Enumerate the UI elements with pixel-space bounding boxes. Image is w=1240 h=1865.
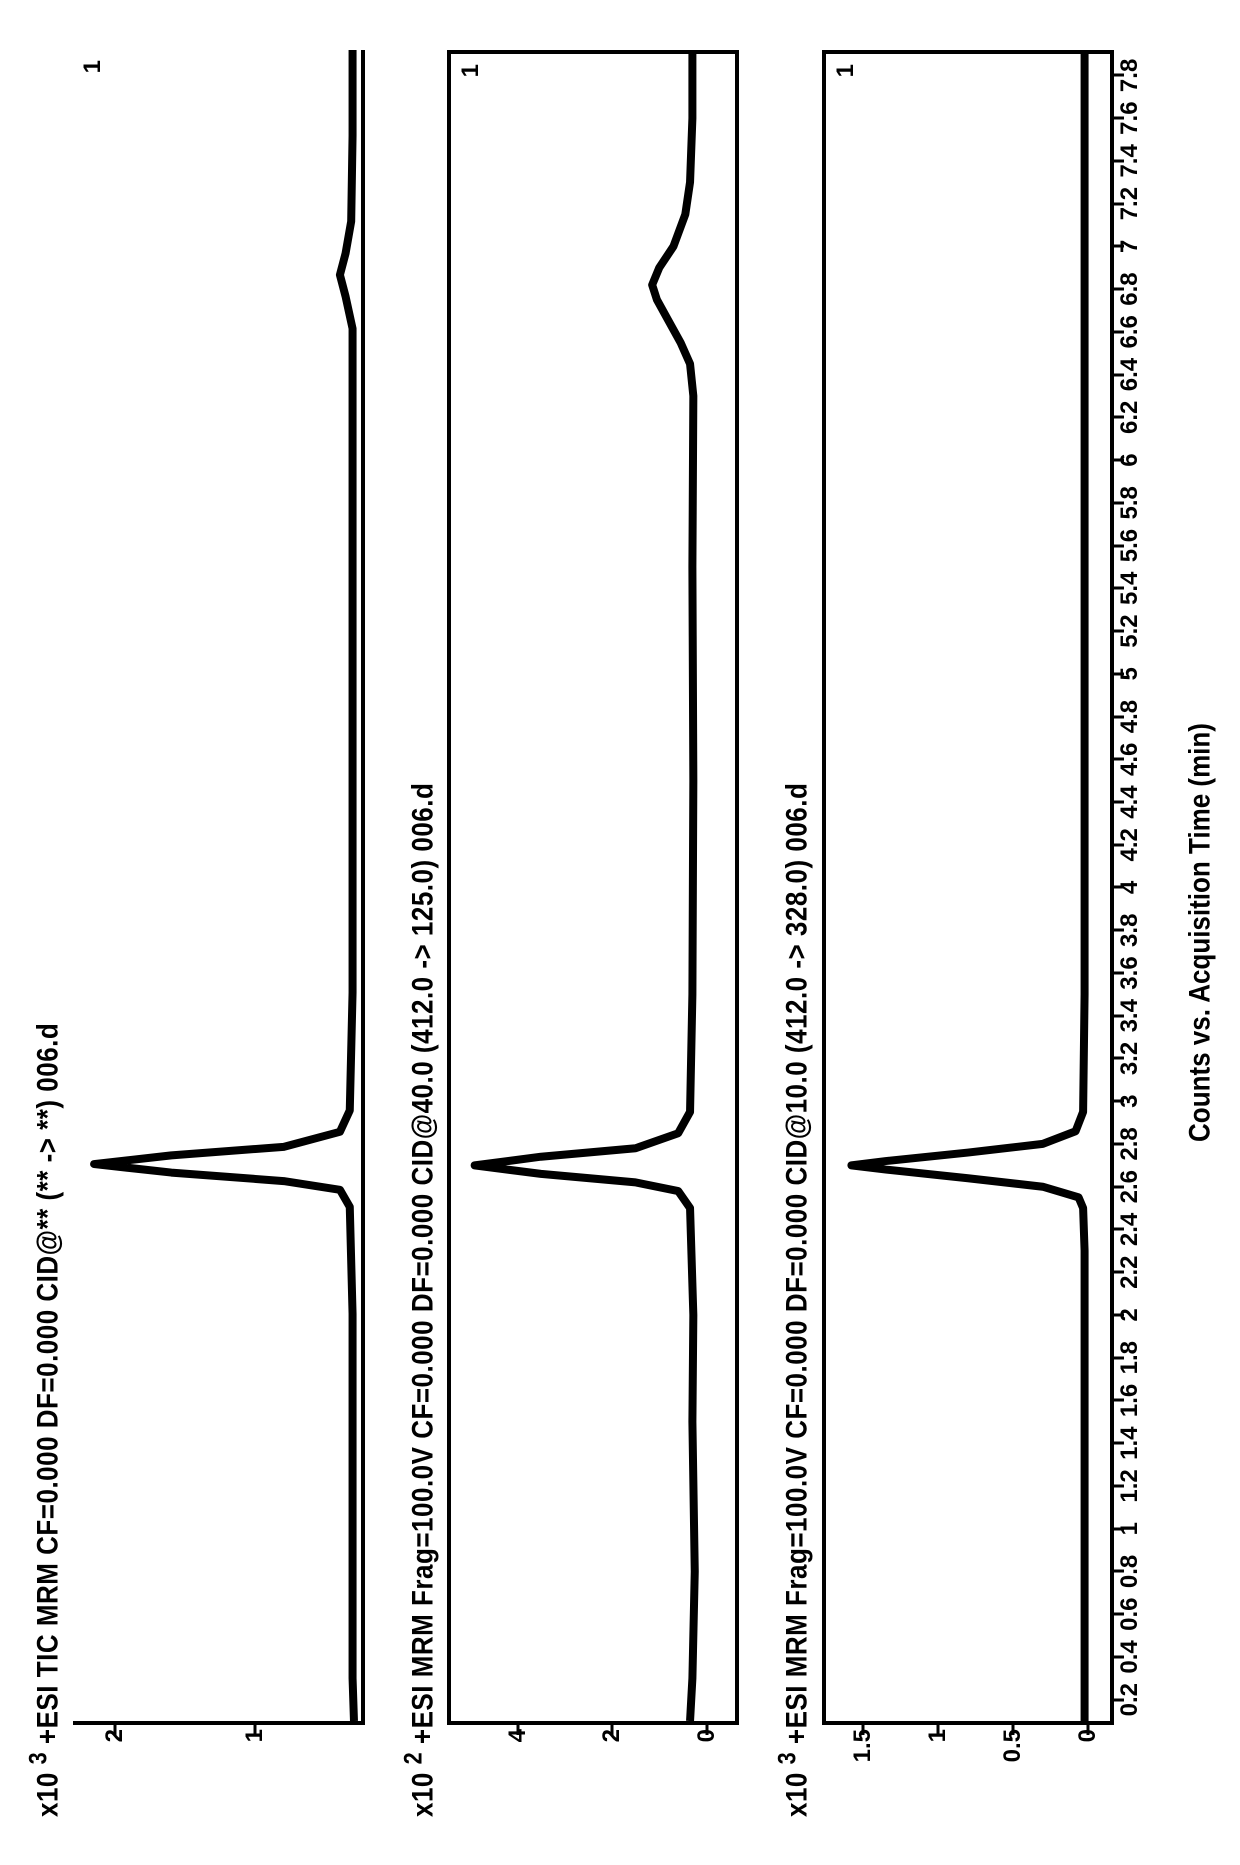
panel-2-plot: 1 024 — [447, 50, 739, 1725]
panel-3-title-prefix: x10 — [779, 1772, 814, 1817]
x-tick-label: 2.2 — [1116, 1256, 1144, 1289]
x-tick-label: 2.4 — [1116, 1213, 1144, 1246]
panel-1-row: x10 3 +ESI TIC MRM CF=0.000 DF=0.000 CID… — [20, 30, 395, 1835]
x-tick-label: 7.8 — [1116, 59, 1144, 92]
y-tick-mark — [1011, 1721, 1014, 1735]
panel-2: 1 024 — [439, 30, 769, 1835]
panel-2-title-prefix: x10 — [404, 1772, 439, 1817]
x-tick-label: 4.6 — [1116, 743, 1144, 776]
x-tick-label: 1.4 — [1116, 1426, 1144, 1459]
panel-2-trace — [451, 54, 735, 1721]
panel-2-row: x10 2 +ESI MRM Frag=100.0V CF=0.000 DF=0… — [395, 30, 770, 1835]
x-tick-label: 5.6 — [1116, 529, 1144, 562]
x-tick-label: 4.2 — [1116, 828, 1144, 861]
y-tick-mark — [1086, 1721, 1089, 1735]
x-tick-label: 6.8 — [1116, 272, 1144, 305]
panel-3: 1 00.511.50.20.40.60.811.21.41.61.822.22… — [814, 30, 1144, 1835]
x-tick-label: 2.6 — [1116, 1170, 1144, 1203]
panel-3-title-exp: 3 — [773, 1752, 802, 1765]
panel-2-title: x10 2 +ESI MRM Frag=100.0V CF=0.000 DF=0… — [398, 30, 440, 1817]
x-tick-label: 6.2 — [1116, 401, 1144, 434]
panel-1-trace — [73, 50, 361, 1721]
x-tick-label: 6 — [1116, 453, 1144, 466]
x-tick-label: 2.8 — [1116, 1127, 1144, 1160]
y-tick-mark — [937, 1721, 940, 1735]
panel-1-title-exp: 3 — [23, 1752, 52, 1765]
x-tick-label: 4.4 — [1116, 785, 1144, 818]
x-tick-label: 3.2 — [1116, 1042, 1144, 1075]
x-tick-label: 0.8 — [1116, 1555, 1144, 1588]
panel-2-title-exp: 2 — [398, 1752, 427, 1765]
y-tick-mark — [611, 1721, 614, 1735]
x-tick-label: 6.6 — [1116, 315, 1144, 348]
panel-3-row: x10 3 +ESI MRM Frag=100.0V CF=0.000 DF=0… — [769, 30, 1144, 1835]
y-tick-mark — [254, 1721, 257, 1735]
panel-1-title: x10 3 +ESI TIC MRM CF=0.000 DF=0.000 CID… — [23, 30, 65, 1817]
x-tick-label: 7.6 — [1116, 101, 1144, 134]
panel-3-title-rest: +ESI MRM Frag=100.0V CF=0.000 DF=0.000 C… — [779, 783, 814, 1744]
x-tick-label: 4 — [1116, 881, 1144, 894]
x-tick-label: 3.6 — [1116, 956, 1144, 989]
x-tick-label: 3.4 — [1116, 999, 1144, 1032]
x-tick-label: 1.2 — [1116, 1469, 1144, 1502]
panel-2-title-rest: +ESI MRM Frag=100.0V CF=0.000 DF=0.000 C… — [404, 783, 439, 1744]
chromatogram-trace — [475, 54, 695, 1721]
x-tick-label: 1 — [1116, 1522, 1144, 1535]
panel-3-trace — [826, 54, 1110, 1721]
x-tick-label: 3 — [1116, 1095, 1144, 1108]
y-tick-mark — [516, 1721, 519, 1735]
chromatogram-trace — [94, 50, 354, 1721]
x-tick-label: 0.4 — [1116, 1640, 1144, 1673]
panel-1: 1 12 — [65, 30, 395, 1835]
x-tick-label: 0.6 — [1116, 1597, 1144, 1630]
chromatogram-trace — [851, 54, 1084, 1721]
x-axis-label: Counts vs. Acquisition Time (min) — [1182, 30, 1218, 1835]
x-tick-label: 1.8 — [1116, 1341, 1144, 1374]
x-tick-label: 5 — [1116, 667, 1144, 680]
panel-3-plot: 1 00.511.50.20.40.60.811.21.41.61.822.22… — [822, 50, 1114, 1725]
x-tick-label: 5.2 — [1116, 614, 1144, 647]
page: x10 3 +ESI TIC MRM CF=0.000 DF=0.000 CID… — [0, 0, 1240, 1865]
x-tick-label: 0.2 — [1116, 1683, 1144, 1716]
panel-3-title: x10 3 +ESI MRM Frag=100.0V CF=0.000 DF=0… — [773, 30, 815, 1817]
x-tick-label: 7.4 — [1116, 144, 1144, 177]
x-tick-label: 5.8 — [1116, 486, 1144, 519]
x-tick-label: 3.8 — [1116, 914, 1144, 947]
panel-1-title-rest: +ESI TIC MRM CF=0.000 DF=0.000 CID@** (*… — [30, 1023, 65, 1744]
x-tick-label: 4.8 — [1116, 700, 1144, 733]
y-tick-mark — [113, 1721, 116, 1735]
x-tick-label: 6.4 — [1116, 358, 1144, 391]
y-tick-mark — [862, 1721, 865, 1735]
rotated-container: x10 3 +ESI TIC MRM CF=0.000 DF=0.000 CID… — [0, 0, 1240, 1865]
x-tick-label: 7 — [1116, 240, 1144, 253]
panel-1-title-prefix: x10 — [30, 1772, 65, 1817]
x-tick-label: 7.2 — [1116, 187, 1144, 220]
panel-1-plot: 1 12 — [73, 50, 365, 1725]
y-tick-mark — [705, 1721, 708, 1735]
x-tick-label: 2 — [1116, 1308, 1144, 1321]
figure: x10 3 +ESI TIC MRM CF=0.000 DF=0.000 CID… — [0, 0, 1240, 1865]
x-tick-label: 5.4 — [1116, 572, 1144, 605]
x-tick-label: 1.6 — [1116, 1384, 1144, 1417]
